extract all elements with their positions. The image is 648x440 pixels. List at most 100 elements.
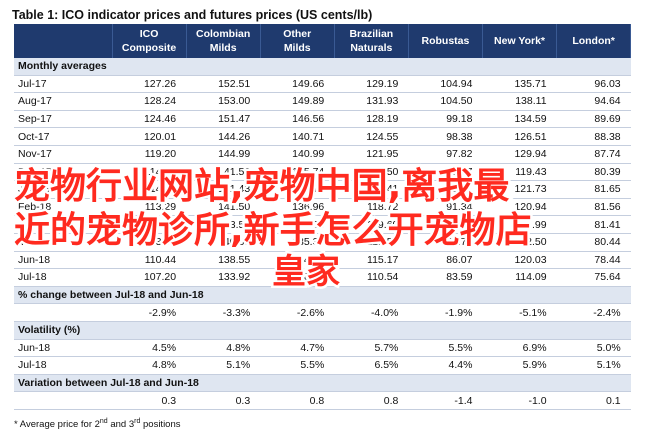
table-cell: 94.64 [556,92,631,111]
table-cell: 124.55 [334,127,409,146]
table-cell: 5.1% [186,356,261,375]
table-title: Table 1: ICO indicator prices and future… [12,8,373,22]
table-cell: 133.92 [186,268,261,287]
table-cell: 137.68 [260,215,335,234]
table-cell: 78.44 [556,251,631,270]
table-cell: 81.56 [556,198,631,217]
table-cell: -5.1% [482,303,557,322]
table-cell: 6.9% [482,339,557,358]
section-header-row: % change between Jul-18 and Jun-18 [14,286,631,305]
table-cell: 89.69 [556,110,631,129]
table-cell: 115.17 [334,251,409,270]
table-cell: 114.67 [112,215,187,234]
table-cell: 141.50 [186,198,261,217]
table-cell: 129.19 [334,75,409,94]
section-label: Monthly averages [14,58,631,76]
table-cell: 104.94 [408,75,483,94]
table-cell: 99.18 [408,110,483,129]
row-label: Jul-18 [14,268,112,287]
table-cell: 5.7% [334,339,409,358]
table-cell: 110.44 [112,251,187,270]
header-corner [14,24,113,58]
table-cell: 135.74 [260,163,335,182]
table-cell: -2.9% [112,303,187,322]
table-cell: 127.26 [112,75,187,94]
table-cell: 86.07 [408,251,483,270]
table-row: Aug-17 128.24 153.00 149.89 131.93 104.50 138.… [14,92,631,111]
table-row: Nov-17 119.20 144.99 140.99 121.95 97.82 129.9… [14,145,631,164]
table-cell: 5.0% [556,339,631,358]
table-cell: -2.4% [556,303,631,322]
table-cell: 136.96 [260,198,335,217]
column-header: Robustas [408,24,483,58]
table-cell: 137.14 [260,180,335,199]
table-cell: 97.82 [408,145,483,164]
table-cell: 119.20 [112,145,187,164]
table-cell: 119.69 [334,215,409,234]
row-label: Aug-17 [14,92,112,111]
table-cell: 5.5% [408,339,483,358]
table-cell: 113.29 [112,198,187,217]
table-cell: 134.59 [482,110,557,129]
table-body: Monthly averages Jul-17 127.26 152.51 149.66… [14,58,631,410]
table-cell: -1.9% [408,303,483,322]
table-cell: 4.7% [260,339,335,358]
table-row: Oct-17 120.01 144.26 140.71 124.55 98.38 126.5… [14,127,631,146]
footnote-sup: nd [99,418,108,425]
table-row: Jul-18 4.8% 5.1% 5.5% 6.5% 4.4% 5.9% 5.1% [14,356,631,375]
table-cell: 75.64 [556,268,631,287]
table-cell: 128.19 [334,110,409,129]
table-cell: 6.5% [334,356,409,375]
table-cell: 140.71 [260,127,335,146]
table-cell: 128.24 [112,92,187,111]
table-cell: 120.03 [482,251,557,270]
table-cell: 0.3 [112,391,187,410]
table-cell: 92.52 [408,215,483,234]
table-row: Dec-17 114.08 141.52 135.74 117.50 90.77 119.4… [14,163,631,182]
table-cell: 114.08 [112,163,187,182]
table-row: Jul-17 127.26 152.51 149.66 129.19 104.94 135.… [14,75,631,94]
column-header: New York* [482,24,558,58]
table-cell: 129.94 [482,145,557,164]
row-label: Jan-18 [14,180,112,199]
table-cell: 120.01 [112,127,187,146]
table-cell: 114.64 [112,180,187,199]
table-row: Sep-17 124.46 151.47 146.56 128.19 99.18 134.5… [14,110,631,129]
table-row: Jan-18 114.64 141.43 137.14 119.41 92.01 121.7… [14,180,631,199]
table-cell: 143.57 [186,215,261,234]
table-cell: 126.51 [482,127,557,146]
table-cell: 0.8 [260,391,335,410]
table-row: -2.9% -3.3% -2.6% -4.0% -1.9% -5.1% -2.4% [14,303,631,322]
table-cell: 152.51 [186,75,261,94]
table-cell: 121.99 [482,215,557,234]
table-cell: 141.52 [186,163,261,182]
table-cell: 88.74 [408,233,483,252]
table-cell: 135.39 [260,233,335,252]
section-label: Volatility (%) [14,321,631,340]
table-cell: 134.85 [260,251,335,270]
table-cell: -3.3% [186,303,261,322]
section-header-row: Monthly averages [14,58,631,76]
table-row: Feb-18 113.29 141.50 136.96 118.72 91.34 120.9… [14,198,631,217]
table-cell: 92.01 [408,180,483,199]
section-label: Variation between Jul-18 and Jun-18 [14,374,631,393]
price-table: ICO Composite Colombian Milds Other Milds Braz… [14,24,632,410]
footnote-text: and 3 [107,419,135,431]
row-label: Jul-17 [14,75,112,94]
table-cell: 5.1% [556,356,631,375]
table-cell: 119.57 [334,233,409,252]
row-label: Jul-18 [14,356,112,375]
table-row: May-18 113.34 140.66 135.39 119.57 88.74 122.5… [14,233,631,252]
table-cell: 140.99 [260,145,335,164]
row-label [14,391,112,410]
table-cell: 96.03 [556,75,631,94]
row-label: Dec-17 [14,163,112,182]
table-cell: 113.34 [112,233,187,252]
row-label: May-18 [14,233,112,252]
row-label: Sep-17 [14,110,112,129]
table-cell: 110.54 [334,268,409,287]
table-cell: 0.1 [556,391,631,410]
table-cell: 4.8% [186,339,261,358]
table-cell: 124.46 [112,110,187,129]
section-header-row: Volatility (%) [14,321,631,340]
